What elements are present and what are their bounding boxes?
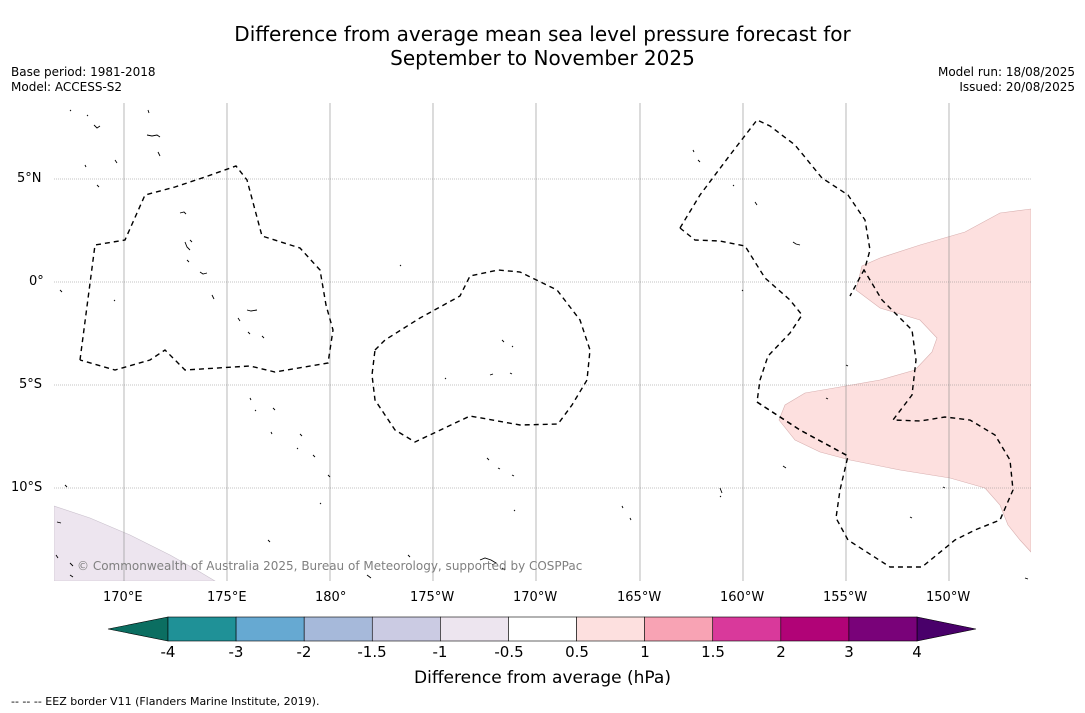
colorbar-title: Difference from average (hPa) bbox=[414, 668, 671, 688]
eez-border-tuvalu-kiribati bbox=[79, 165, 334, 373]
graticule bbox=[123, 103, 950, 581]
colorbar-segment bbox=[644, 616, 714, 642]
lon-tick-155w: 155°W bbox=[823, 590, 868, 605]
colorbar-label: 0.5 bbox=[565, 643, 589, 661]
eez-border-line-islands bbox=[679, 119, 871, 297]
colorbar-segment bbox=[508, 616, 577, 642]
colorbar-label: 4 bbox=[912, 643, 922, 661]
colorbar-label: 1 bbox=[640, 643, 650, 661]
lon-tick-165w: 165°W bbox=[617, 590, 662, 605]
colorbar-segment bbox=[440, 616, 509, 642]
lat-tick-0: 0° bbox=[29, 274, 44, 289]
eez-footnote: -- -- -- EEZ border V11 (Flanders Marine… bbox=[11, 695, 320, 708]
colorbar-label: 2 bbox=[776, 643, 786, 661]
model-run-date: Model run: 18/08/2025 bbox=[937, 65, 1075, 79]
issued-date: Issued: 20/08/2025 bbox=[959, 80, 1075, 94]
colorbar-segment bbox=[712, 616, 782, 642]
map-title-line2: September to November 2025 bbox=[390, 46, 695, 70]
islands bbox=[55, 109, 1029, 580]
lat-tick-5n: 5°N bbox=[17, 171, 42, 186]
colorbar-segment bbox=[235, 616, 305, 642]
lat-tick-5s: 5°S bbox=[19, 377, 43, 392]
colorbar-label: -1 bbox=[432, 643, 448, 661]
lon-tick-175w: 175°W bbox=[410, 590, 455, 605]
colorbar-label: -3 bbox=[228, 643, 244, 661]
colorbar-segment bbox=[371, 616, 441, 642]
copyright-notice: © Commonwealth of Australia 2025, Bureau… bbox=[77, 559, 583, 573]
lon-tick-170e: 170°E bbox=[103, 590, 143, 605]
colorbar-segment bbox=[303, 616, 373, 642]
colorbar-segment bbox=[167, 616, 237, 642]
lon-tick-160w: 160°W bbox=[720, 590, 765, 605]
negative-pressure-anomaly-region bbox=[54, 505, 216, 581]
colorbar-label: -2 bbox=[296, 643, 312, 661]
colorbar-label: -0.5 bbox=[494, 643, 524, 661]
lon-tick-150w: 150°W bbox=[926, 590, 971, 605]
eez-border-tokelau bbox=[371, 269, 591, 443]
lon-tick-180: 180° bbox=[315, 590, 347, 605]
lat-tick-10s: 10°S bbox=[11, 480, 43, 495]
colorbar-segment bbox=[848, 616, 918, 642]
lon-tick-170w: 170°W bbox=[513, 590, 558, 605]
colorbar-segment bbox=[576, 616, 645, 642]
colorbar-label: 1.5 bbox=[701, 643, 725, 661]
positive-pressure-anomaly-region bbox=[778, 208, 1031, 553]
model-name: Model: ACCESS-S2 bbox=[11, 80, 123, 94]
base-period: Base period: 1981-2018 bbox=[11, 65, 156, 79]
colorbar-label: 3 bbox=[844, 643, 854, 661]
map-title-line1: Difference from average mean sea level p… bbox=[234, 22, 851, 46]
colorbar-over-triangle bbox=[916, 616, 977, 642]
colorbar-under-triangle bbox=[107, 616, 169, 642]
colorbar-label: -1.5 bbox=[357, 643, 387, 661]
lon-tick-175e: 175°E bbox=[207, 590, 247, 605]
colorbar bbox=[107, 616, 977, 642]
eez-border-kiribati-east bbox=[679, 227, 1014, 568]
colorbar-segment bbox=[780, 616, 850, 642]
colorbar-label: -4 bbox=[160, 643, 176, 661]
